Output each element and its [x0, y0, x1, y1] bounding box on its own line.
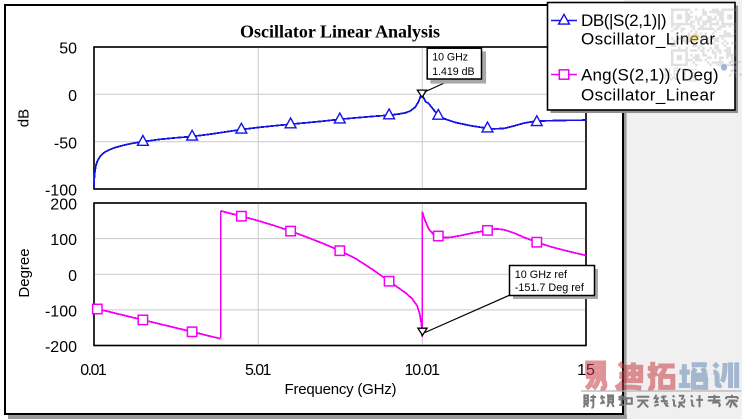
svg-text:-50: -50 — [54, 135, 77, 152]
svg-text:-200: -200 — [45, 339, 77, 356]
svg-text:Oscillator_Linear: Oscillator_Linear — [581, 30, 715, 49]
svg-text:0.01: 0.01 — [80, 362, 107, 379]
svg-text:dB: dB — [16, 109, 33, 127]
svg-text:DB(|S(2,1)|): DB(|S(2,1)|) — [581, 11, 667, 30]
svg-text:5.01: 5.01 — [245, 362, 272, 379]
svg-text:Frequency (GHz): Frequency (GHz) — [285, 381, 397, 398]
svg-text:10 GHz: 10 GHz — [432, 51, 468, 63]
svg-text:0: 0 — [68, 88, 77, 105]
svg-text:Oscillator_Linear: Oscillator_Linear — [581, 85, 715, 104]
svg-text:200: 200 — [50, 197, 77, 214]
svg-text:Degree: Degree — [16, 248, 33, 297]
svg-text:10 GHz ref: 10 GHz ref — [515, 269, 568, 281]
svg-text:10.01: 10.01 — [405, 362, 441, 379]
svg-text:-100: -100 — [45, 183, 77, 200]
svg-text:0: 0 — [68, 268, 77, 285]
svg-text:Oscillator Linear Analysis: Oscillator Linear Analysis — [240, 22, 440, 42]
svg-text:Ang(S(2,1)) (Deg): Ang(S(2,1)) (Deg) — [581, 65, 719, 84]
svg-text:50: 50 — [59, 41, 77, 58]
svg-text:1.419 dB: 1.419 dB — [432, 66, 474, 78]
svg-text:-151.7 Deg ref: -151.7 Deg ref — [515, 282, 585, 294]
svg-text:100: 100 — [50, 232, 77, 249]
svg-text:-100: -100 — [45, 304, 77, 321]
